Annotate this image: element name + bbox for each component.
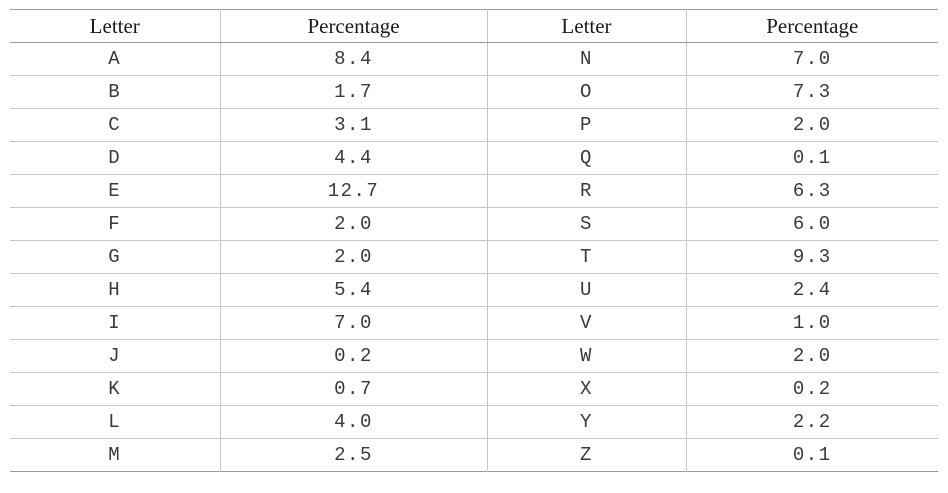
cell-percentage-left: 0.2 [219,339,487,373]
cell-letter-right: R [486,174,686,208]
cell-percentage-right: 0.1 [685,438,938,472]
cell-percentage-right: 2.0 [685,108,938,142]
cell-percentage-right: 0.1 [685,141,938,175]
table-body: A 8.4 N 7.0 B 1.7 O 7.3 C 3.1 P 2.0 D 4.4 Q 0.1 E 12.7 R 6.… [10,42,938,472]
cell-percentage-left: 4.0 [219,405,487,439]
cell-letter-right: Q [486,141,686,175]
cell-letter-right: Y [486,405,686,439]
header-percentage-right: Percentage [685,9,938,43]
table-row: C 3.1 P 2.0 [10,108,938,142]
table-row: B 1.7 O 7.3 [10,75,938,109]
header-row: Letter Percentage Letter Percentage [10,9,938,43]
cell-percentage-right: 0.2 [685,372,938,406]
table-row: D 4.4 Q 0.1 [10,141,938,175]
table-row: K 0.7 X 0.2 [10,372,938,406]
table-row: L 4.0 Y 2.2 [10,405,938,439]
table-row: H 5.4 U 2.4 [10,273,938,307]
cell-letter-left: L [10,405,220,439]
table-row: M 2.5 Z 0.1 [10,438,938,472]
cell-percentage-right: 6.3 [685,174,938,208]
cell-percentage-right: 2.4 [685,273,938,307]
cell-percentage-right: 7.0 [685,42,938,76]
cell-percentage-right: 9.3 [685,240,938,274]
cell-percentage-right: 6.0 [685,207,938,241]
cell-letter-right: T [486,240,686,274]
cell-percentage-right: 1.0 [685,306,938,340]
cell-percentage-right: 2.0 [685,339,938,373]
cell-letter-right: S [486,207,686,241]
cell-percentage-left: 3.1 [219,108,487,142]
cell-letter-right: V [486,306,686,340]
cell-letter-right: Z [486,438,686,472]
cell-letter-right: W [486,339,686,373]
header-letter-right: Letter [486,9,686,43]
cell-letter-left: M [108,444,122,466]
table-row: G 2.0 T 9.3 [10,240,938,274]
cell-percentage-left: 2.5 [219,438,487,472]
cell-percentage-left: 12.7 [219,174,487,208]
cell-letter-left: J [10,339,220,373]
cell-percentage-left: 2.0 [219,207,487,241]
cell-letter-left: K [10,372,220,406]
cell-letter-left: D [10,141,220,175]
cell-letter-left: E [10,174,220,208]
table-row: J 0.2 W 2.0 [10,339,938,373]
cell-letter-left: B [10,75,220,109]
cell-letter-left: F [10,207,220,241]
cell-letter-left: I [10,306,220,340]
table-row: A 8.4 N 7.0 [10,42,938,76]
cell-letter-left: H [10,273,220,307]
cell-percentage-left: 0.7 [219,372,487,406]
cell-percentage-left: 2.0 [219,240,487,274]
cell-letter-right: X [486,372,686,406]
table-row: E 12.7 R 6.3 [10,174,938,208]
cell-percentage-left: 8.4 [219,42,487,76]
cell-letter-left: C [10,108,220,142]
cell-letter-right: O [486,75,686,109]
cell-percentage-right: 2.2 [685,405,938,439]
cell-percentage-right: 7.3 [685,75,938,109]
table-row: I 7.0 V 1.0 [10,306,938,340]
cell-percentage-left: 1.7 [219,75,487,109]
cell-letter-right: N [486,42,686,76]
header-letter-left: Letter [10,9,220,43]
letter-frequency-table: Letter Percentage Letter Percentage A 8.4… [10,9,938,472]
cell-letter-right: P [486,108,686,142]
cell-percentage-left: 5.4 [219,273,487,307]
cell-percentage-left: 4.4 [219,141,487,175]
cell-letter-right: U [486,273,686,307]
table-row: F 2.0 S 6.0 [10,207,938,241]
cell-letter-left: G [10,240,220,274]
cell-letter-left: A [10,42,220,76]
cell-percentage-left: 7.0 [219,306,487,340]
letter-frequency-table-container: Letter Percentage Letter Percentage A 8.4… [10,9,938,472]
header-percentage-left: Percentage [219,9,487,43]
